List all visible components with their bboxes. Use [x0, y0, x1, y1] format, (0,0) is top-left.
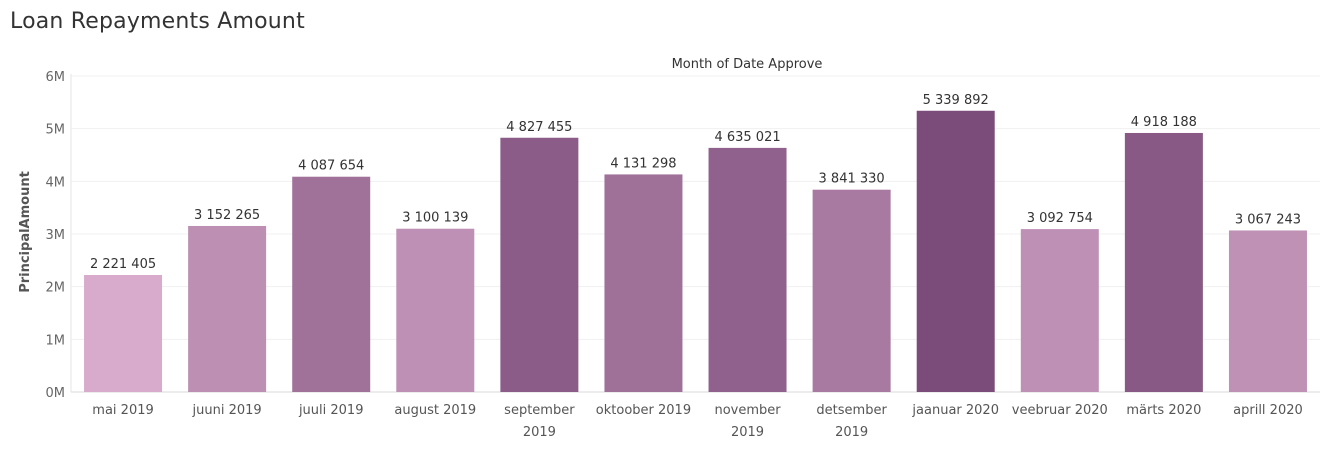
data-label: 3 152 265: [194, 208, 260, 223]
x-tick-label: detsember: [816, 403, 887, 418]
x-tick-label: november: [714, 403, 781, 418]
bars: 2 221 405 3 152 265 4 087 654 3 100 139 4 82…: [84, 93, 1307, 392]
bar[interactable]: [500, 137, 579, 392]
data-label: 4 635 021: [714, 130, 780, 145]
x-tick-label: juuli 2019: [298, 403, 364, 418]
x-tick-label: aprill 2020: [1233, 403, 1303, 418]
page-title: Loan Repayments Amount: [10, 9, 305, 34]
bar[interactable]: [812, 189, 891, 392]
bar[interactable]: [84, 275, 163, 392]
chart-title: Month of Date Approve: [672, 57, 823, 72]
data-label: 3 092 754: [1027, 211, 1093, 226]
y-tick-label: 6M: [46, 70, 66, 85]
y-tick-label: 1M: [46, 333, 66, 348]
bar[interactable]: [396, 228, 475, 392]
bar[interactable]: [292, 176, 371, 392]
x-tick-label: jaanuar 2020: [911, 403, 999, 418]
y-tick-label: 5M: [46, 123, 66, 138]
grid-lines: [71, 75, 1320, 393]
bar[interactable]: [708, 147, 787, 392]
bar[interactable]: [1124, 132, 1203, 392]
x-tick-label: mai 2019: [92, 403, 153, 418]
bar[interactable]: [1020, 229, 1099, 392]
data-label: 3 067 243: [1235, 212, 1301, 227]
data-label: 2 221 405: [90, 257, 156, 272]
x-tick-label: veebruar 2020: [1012, 403, 1108, 418]
data-label: 5 339 892: [923, 93, 989, 108]
x-tick-label: juuni 2019: [192, 403, 262, 418]
bar[interactable]: [1228, 230, 1307, 392]
y-axis-label: PrincipalAmount: [18, 171, 33, 293]
x-tick-label: oktoober 2019: [596, 403, 691, 418]
x-axis: mai 2019 juuni 2019 juuli 2019 august 2019 s…: [92, 403, 1302, 440]
x-tick-label: september: [504, 403, 575, 418]
x-tick-label: 2019: [731, 425, 764, 440]
y-axis: 0M 1M 2M 3M 4M 5M 6M: [46, 70, 72, 401]
y-tick-label: 4M: [46, 175, 66, 190]
data-label: 3 100 139: [402, 211, 468, 226]
bar[interactable]: [188, 225, 267, 392]
data-label: 4 827 455: [506, 120, 572, 135]
x-tick-label: 2019: [835, 425, 868, 440]
x-tick-label: 2019: [523, 425, 556, 440]
data-label: 4 087 654: [298, 159, 364, 174]
x-tick-label: august 2019: [394, 403, 476, 418]
y-tick-label: 0M: [46, 386, 66, 401]
bar[interactable]: [916, 110, 995, 392]
bar[interactable]: [604, 174, 683, 392]
y-tick-label: 3M: [46, 228, 66, 243]
y-tick-label: 2M: [46, 281, 66, 296]
data-label: 4 131 298: [610, 156, 676, 171]
x-tick-label: märts 2020: [1126, 403, 1201, 418]
data-label: 3 841 330: [819, 172, 885, 187]
data-label: 4 918 188: [1131, 115, 1197, 130]
